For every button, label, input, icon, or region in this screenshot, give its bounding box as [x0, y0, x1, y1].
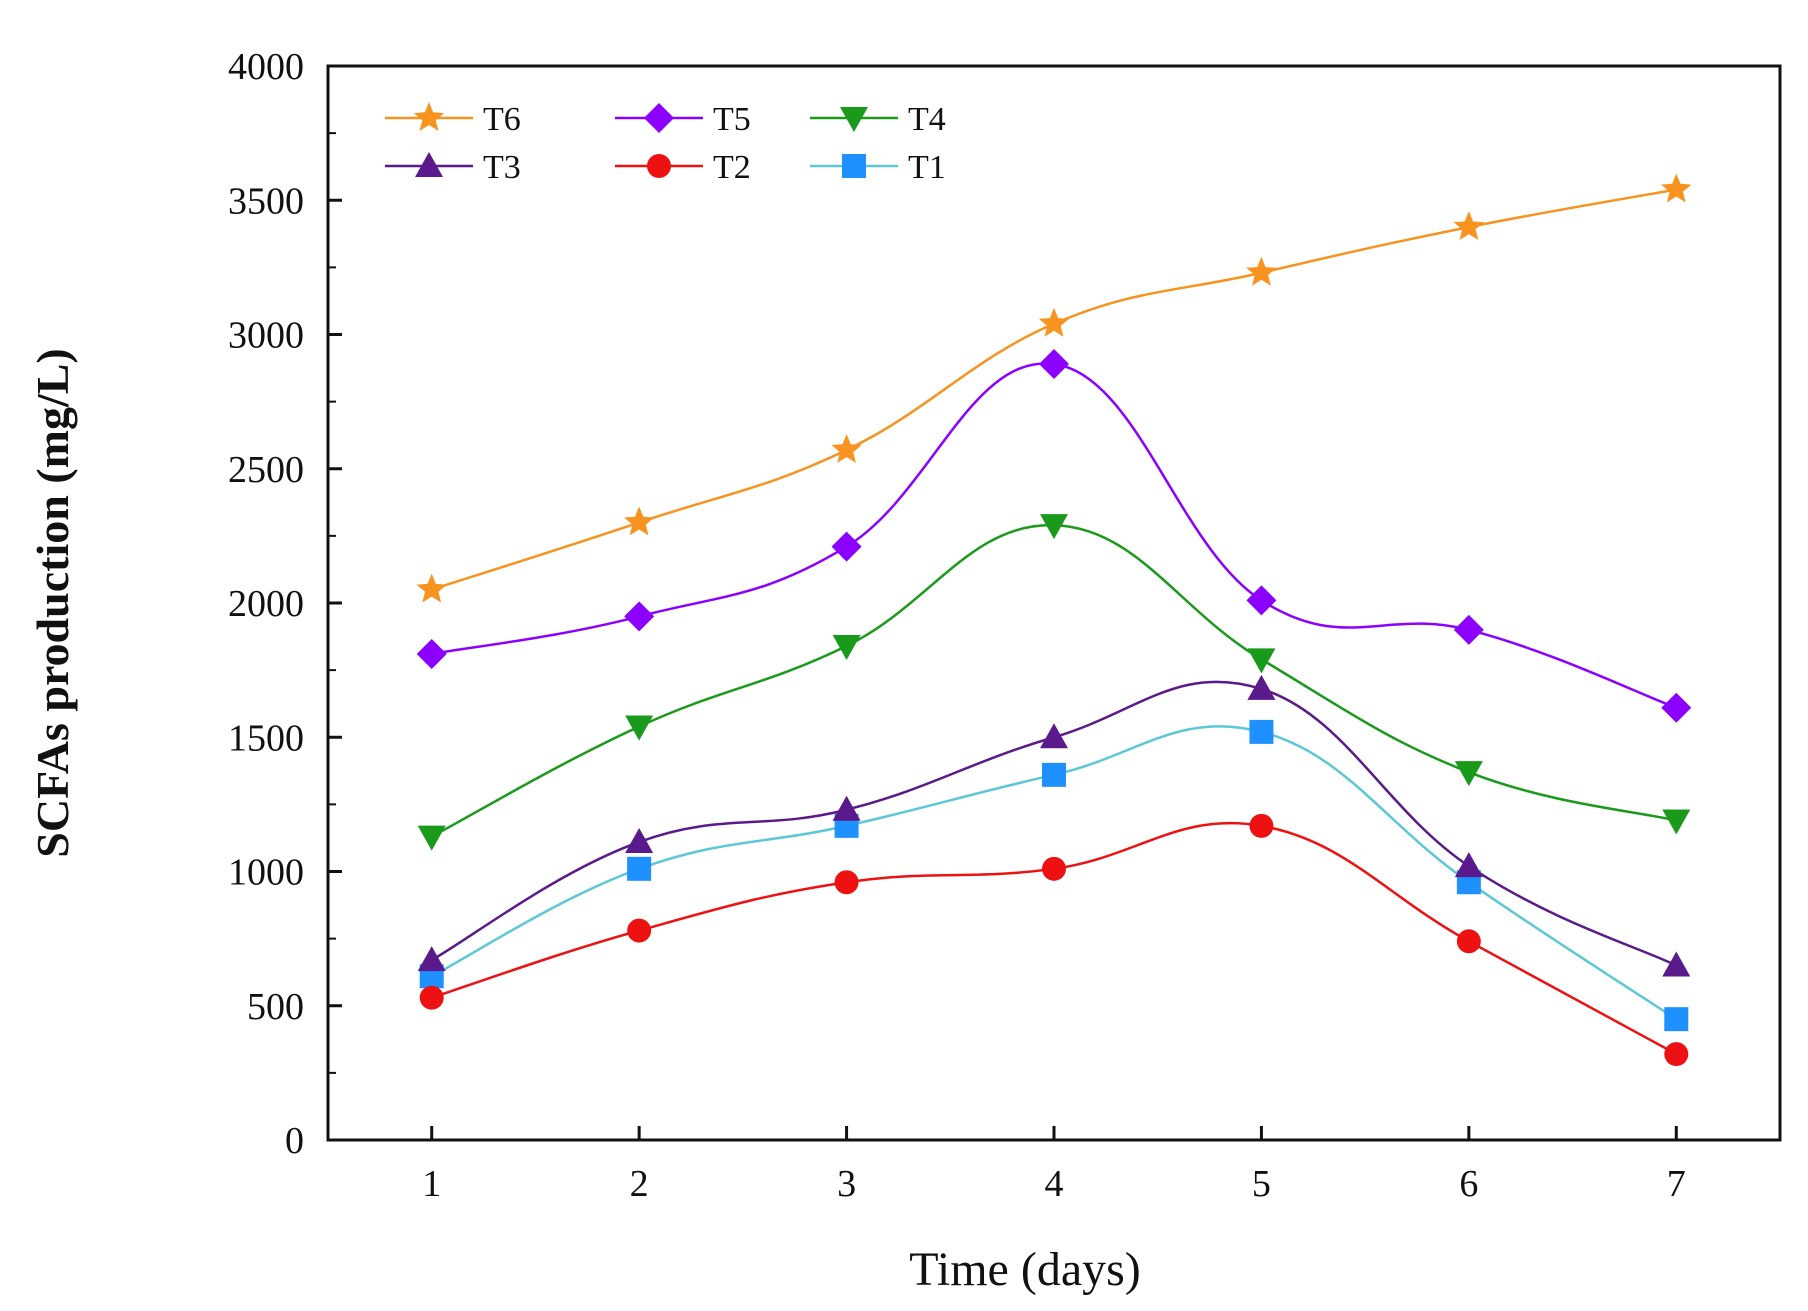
y-tick-label: 3000	[228, 315, 304, 357]
legend-item-t1: T1	[810, 149, 946, 186]
legend-item-t5: T5	[615, 101, 751, 138]
data-point-t5	[831, 531, 862, 562]
series-t4	[417, 514, 1691, 851]
data-point-t1	[1249, 719, 1274, 744]
y-tick-label: 1000	[228, 852, 304, 894]
data-point-t2	[627, 918, 652, 943]
data-point-t6	[623, 506, 655, 536]
x-tick-label: 1	[422, 1163, 441, 1205]
x-tick-label: 6	[1459, 1163, 1478, 1205]
series-line-t4	[431, 523, 1677, 838]
x-tick-label: 7	[1667, 1163, 1686, 1205]
data-point-t2	[419, 985, 444, 1010]
legend-item-t3: T3	[385, 149, 521, 186]
legend-item-t6: T6	[385, 101, 521, 138]
data-point-t2	[1456, 929, 1481, 954]
data-point-t6	[1661, 173, 1692, 203]
data-point-t4	[1662, 809, 1691, 835]
x-tick-label: 3	[837, 1163, 856, 1205]
series-t5	[416, 349, 1692, 723]
y-tick-label: 1500	[228, 717, 304, 759]
legend-label: T1	[908, 149, 946, 186]
y-tick-label: 3500	[228, 180, 304, 222]
data-point-t3	[1662, 951, 1691, 977]
y-tick-label: 0	[285, 1120, 304, 1162]
data-point-t4	[1040, 514, 1068, 540]
data-point-t3	[1454, 852, 1483, 878]
data-point-t4	[832, 634, 861, 660]
data-point-t4	[1454, 761, 1483, 787]
legend-label: T4	[908, 101, 946, 138]
legend-label: T2	[713, 149, 751, 186]
data-point-t2	[834, 870, 859, 895]
data-point-t3	[1040, 723, 1068, 749]
data-point-t3	[417, 946, 446, 972]
data-point-t5	[624, 601, 655, 632]
data-point-t6	[1246, 256, 1277, 286]
data-point-t2	[1664, 1042, 1689, 1067]
y-tick-label: 2500	[228, 449, 304, 491]
data-point-t3	[1247, 674, 1276, 700]
x-axis-title: Time (days)	[909, 1243, 1141, 1296]
y-axis-title: SCFAs production (mg/L)	[27, 348, 78, 857]
legend-item-t4: T4	[810, 101, 946, 138]
data-point-t4	[417, 825, 446, 851]
y-tick-label: 2000	[228, 583, 304, 625]
data-point-t6	[1453, 211, 1485, 240]
data-point-t1	[1042, 762, 1066, 787]
series-t2	[419, 813, 1689, 1067]
legend-label: T6	[483, 101, 521, 138]
data-point-t6	[1038, 307, 1070, 337]
data-point-t1	[1664, 1007, 1689, 1032]
data-point-t2	[1042, 856, 1066, 881]
legend-label: T5	[713, 101, 751, 138]
data-point-t3	[832, 795, 861, 821]
series-t1	[419, 719, 1689, 1032]
data-point-t1	[627, 856, 652, 881]
series-t6	[416, 173, 1692, 603]
data-point-t2	[1249, 813, 1274, 838]
y-tick-label: 4000	[228, 46, 304, 88]
data-point-t5	[1246, 585, 1277, 616]
x-tick-label: 5	[1252, 1163, 1271, 1205]
legend-marker-t6	[413, 102, 445, 131]
data-point-t5	[1453, 614, 1484, 645]
series-t3	[417, 674, 1691, 977]
legend-label: T3	[483, 149, 521, 186]
data-point-t4	[625, 715, 654, 741]
data-point-t4	[1247, 648, 1276, 674]
data-point-t6	[416, 573, 447, 603]
x-tick-label: 2	[630, 1163, 649, 1205]
legend-marker-t2	[647, 154, 671, 178]
legend-item-t2: T2	[615, 149, 751, 186]
data-point-t3	[625, 827, 654, 853]
data-point-t5	[416, 639, 447, 670]
x-tick-label: 4	[1045, 1163, 1064, 1205]
data-point-t5	[1661, 692, 1692, 723]
legend-marker-t4	[840, 107, 868, 132]
legend-marker-t5	[644, 103, 674, 133]
y-tick-label: 500	[247, 986, 304, 1028]
legend-marker-t3	[415, 152, 443, 177]
data-point-t6	[831, 434, 862, 463]
plot-frame	[326, 64, 1782, 1142]
data-point-t5	[1039, 349, 1069, 380]
legend-marker-t1	[842, 154, 866, 178]
